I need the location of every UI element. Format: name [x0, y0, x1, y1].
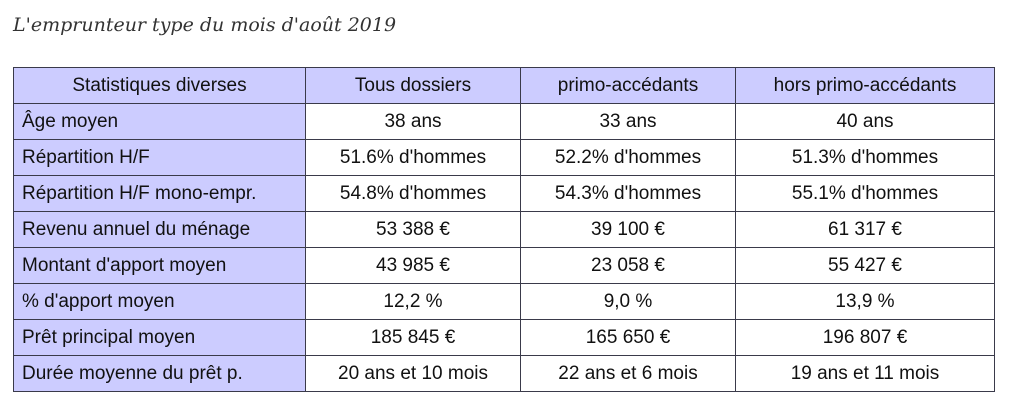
header-hors-primo-accedants: hors primo-accédants [735, 67, 995, 104]
cell-value: 51.6% d'hommes [305, 139, 521, 176]
cell-value: 40 ans [735, 103, 995, 140]
table-row: Durée moyenne du prêt p. 20 ans et 10 mo… [13, 355, 995, 392]
row-label: Répartition H/F [13, 139, 306, 176]
header-primo-accedants: primo-accédants [520, 67, 736, 104]
cell-value: 12,2 % [305, 283, 521, 320]
cell-value: 54.3% d'hommes [520, 175, 736, 212]
table-row: Prêt principal moyen 185 845 € 165 650 €… [13, 319, 995, 356]
cell-value: 55 427 € [735, 247, 995, 284]
cell-value: 55.1% d'hommes [735, 175, 995, 212]
row-label: Revenu annuel du ménage [13, 211, 306, 248]
cell-value: 23 058 € [520, 247, 736, 284]
cell-value: 43 985 € [305, 247, 521, 284]
page-title: L'emprunteur type du mois d'août 2019 [13, 14, 397, 36]
cell-value: 33 ans [520, 103, 736, 140]
row-label: Durée moyenne du prêt p. [13, 355, 306, 392]
table-row: Revenu annuel du ménage 53 388 € 39 100 … [13, 211, 995, 248]
table-header-row: Statistiques diverses Tous dossiers prim… [13, 67, 995, 104]
cell-value: 53 388 € [305, 211, 521, 248]
table-row: % d'apport moyen 12,2 % 9,0 % 13,9 % [13, 283, 995, 320]
cell-value: 165 650 € [520, 319, 736, 356]
row-label: Répartition H/F mono-empr. [13, 175, 306, 212]
cell-value: 52.2% d'hommes [520, 139, 736, 176]
table-row: Montant d'apport moyen 43 985 € 23 058 €… [13, 247, 995, 284]
header-statistiques: Statistiques diverses [13, 67, 306, 104]
cell-value: 9,0 % [520, 283, 736, 320]
cell-value: 19 ans et 11 mois [735, 355, 995, 392]
cell-value: 13,9 % [735, 283, 995, 320]
row-label: % d'apport moyen [13, 283, 306, 320]
header-tous-dossiers: Tous dossiers [305, 67, 521, 104]
row-label: Âge moyen [13, 103, 306, 140]
cell-value: 22 ans et 6 mois [520, 355, 736, 392]
cell-value: 54.8% d'hommes [305, 175, 521, 212]
table-row: Âge moyen 38 ans 33 ans 40 ans [13, 103, 995, 140]
row-label: Montant d'apport moyen [13, 247, 306, 284]
stats-table: Statistiques diverses Tous dossiers prim… [13, 67, 995, 392]
cell-value: 185 845 € [305, 319, 521, 356]
cell-value: 51.3% d'hommes [735, 139, 995, 176]
cell-value: 196 807 € [735, 319, 995, 356]
table-row: Répartition H/F mono-empr. 54.8% d'homme… [13, 175, 995, 212]
table-row: Répartition H/F 51.6% d'hommes 52.2% d'h… [13, 139, 995, 176]
cell-value: 20 ans et 10 mois [305, 355, 521, 392]
cell-value: 39 100 € [520, 211, 736, 248]
cell-value: 38 ans [305, 103, 521, 140]
row-label: Prêt principal moyen [13, 319, 306, 356]
cell-value: 61 317 € [735, 211, 995, 248]
